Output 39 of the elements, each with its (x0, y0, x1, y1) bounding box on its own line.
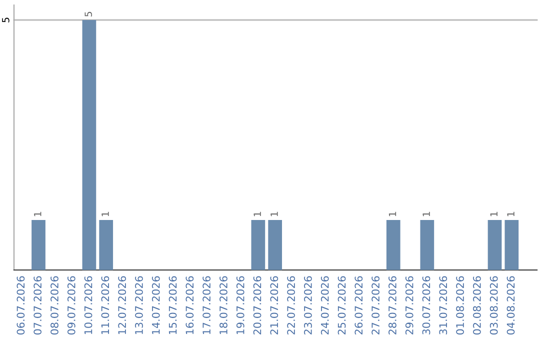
x-tick-label: 03.08.2026 (490, 276, 498, 335)
data-label: 1 (102, 212, 109, 216)
x-tick-label: 21.07.2026 (270, 276, 278, 334)
x-tick-label: 10.07.2026 (84, 276, 92, 334)
x-tick-label: 31.07.2026 (439, 276, 448, 334)
x-tick-label: 22.07.2026 (287, 276, 295, 334)
x-tick-label: 18.07.2026 (220, 276, 228, 334)
x-tick-label: 19.07.2026 (236, 276, 244, 334)
data-label: 1 (490, 212, 498, 216)
x-tick-label: 15.07.2026 (168, 276, 177, 334)
x-tick-label: 27.07.2026 (372, 276, 380, 334)
x-tick-label: 08.07.2026 (50, 276, 58, 335)
x-tick-label: 06.07.2026 (16, 276, 25, 335)
x-tick-label: 16.07.2026 (186, 276, 194, 334)
x-tick-label: 14.07.2026 (152, 276, 160, 334)
x-tick-label: 02.08.2026 (473, 276, 481, 335)
x-tick-label: 26.07.2026 (354, 276, 363, 334)
x-tick-label: 17.07.2026 (202, 276, 211, 334)
data-label: 1 (422, 212, 430, 216)
x-tick-label: 09.07.2026 (67, 276, 76, 335)
x-tick-label: 30.07.2026 (422, 276, 430, 334)
data-label: 1 (34, 212, 42, 216)
x-tick-label: 01.08.2026 (456, 276, 464, 335)
x-tick-label: 13.07.2026 (135, 276, 143, 334)
x-tick-label: 24.07.2026 (320, 276, 329, 334)
x-tick-label: 04.08.2026 (506, 276, 515, 335)
data-label: 1 (270, 212, 278, 216)
data-label: 1 (388, 212, 396, 216)
data-label: 1 (507, 212, 514, 216)
x-tick-label: 12.07.2026 (118, 276, 126, 334)
x-tick-label: 20.07.2026 (253, 276, 262, 334)
x-tick-label: 29.07.2026 (405, 276, 414, 334)
x-tick-label: 11.07.2026 (101, 276, 110, 334)
x-tick-label: 28.07.2026 (388, 276, 396, 334)
data-label: 5 (84, 12, 92, 16)
data-label: 1 (254, 212, 261, 216)
x-tick-label: 25.07.2026 (338, 276, 346, 334)
x-tick-label: 07.07.2026 (34, 276, 42, 335)
x-tick-label: 23.07.2026 (304, 276, 312, 334)
